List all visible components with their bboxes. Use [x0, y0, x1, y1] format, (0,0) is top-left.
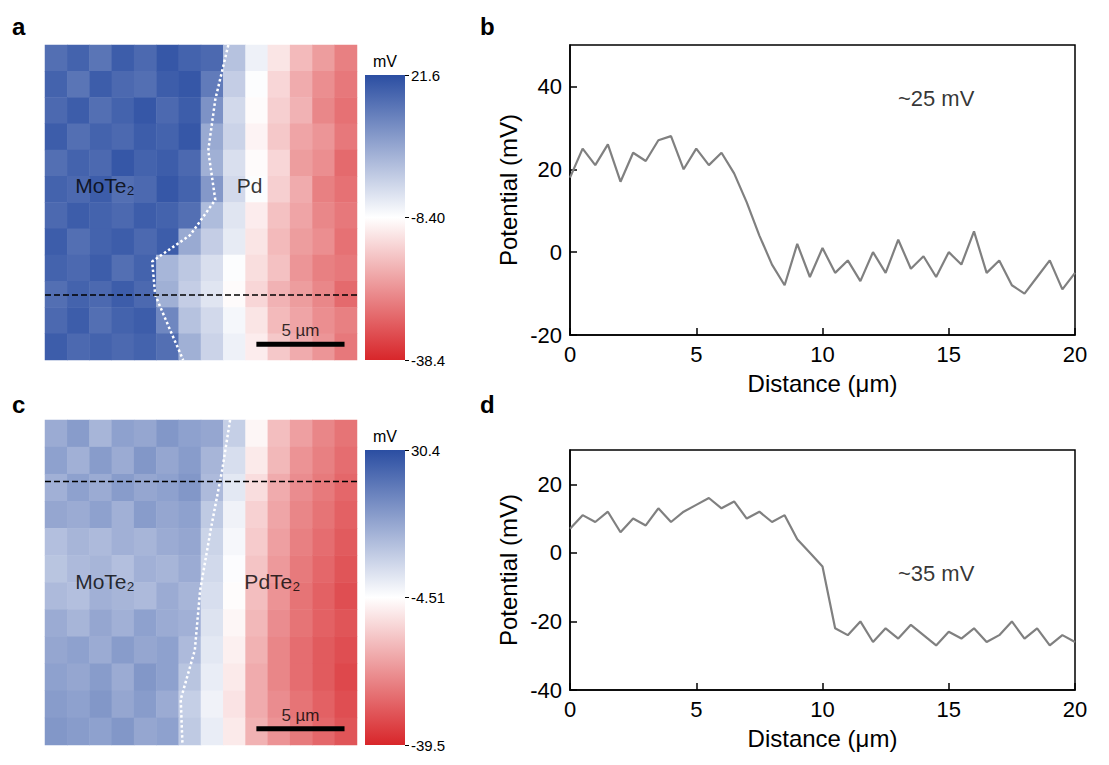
svg-text:-20: -20: [530, 609, 562, 634]
svg-text:5: 5: [690, 697, 702, 722]
svg-text:0: 0: [550, 240, 562, 265]
svg-text:b: b: [480, 13, 495, 40]
svg-text:Potential (mV): Potential (mV): [495, 494, 522, 646]
svg-text:10: 10: [810, 342, 834, 367]
svg-text:a: a: [12, 13, 26, 40]
svg-text:20: 20: [1063, 697, 1087, 722]
svg-text:MoTe₂: MoTe₂: [75, 570, 135, 593]
svg-text:c: c: [12, 391, 25, 418]
svg-text:~25 mV: ~25 mV: [898, 86, 975, 111]
svg-text:0: 0: [564, 697, 576, 722]
svg-text:mV: mV: [373, 428, 397, 445]
svg-text:5 µm: 5 µm: [281, 706, 319, 725]
svg-text:d: d: [480, 391, 495, 418]
svg-text:-39.5: -39.5: [411, 737, 445, 754]
svg-text:-4.51: -4.51: [411, 589, 445, 606]
svg-text:Distance (μm): Distance (μm): [748, 370, 898, 397]
svg-text:20: 20: [1063, 342, 1087, 367]
svg-text:-8.40: -8.40: [411, 209, 445, 226]
svg-text:0: 0: [550, 540, 562, 565]
svg-text:15: 15: [937, 697, 961, 722]
svg-text:15: 15: [937, 342, 961, 367]
svg-text:Distance (μm): Distance (μm): [748, 725, 898, 752]
svg-text:-20: -20: [530, 323, 562, 348]
svg-text:MoTe₂: MoTe₂: [75, 174, 135, 197]
svg-text:Potential (mV): Potential (mV): [495, 114, 522, 266]
svg-text:20: 20: [538, 472, 562, 497]
svg-text:PdTe₂: PdTe₂: [244, 570, 300, 593]
svg-text:21.6: 21.6: [411, 67, 440, 84]
svg-text:20: 20: [538, 157, 562, 182]
svg-text:0: 0: [564, 342, 576, 367]
svg-text:~35 mV: ~35 mV: [898, 561, 975, 586]
svg-text:-40: -40: [530, 678, 562, 703]
svg-text:10: 10: [810, 697, 834, 722]
svg-text:-38.4: -38.4: [411, 352, 445, 369]
svg-text:5 µm: 5 µm: [281, 321, 319, 340]
svg-text:40: 40: [538, 74, 562, 99]
svg-text:mV: mV: [373, 53, 397, 70]
svg-text:Pd: Pd: [237, 174, 263, 197]
svg-text:5: 5: [690, 342, 702, 367]
svg-text:30.4: 30.4: [411, 442, 440, 459]
